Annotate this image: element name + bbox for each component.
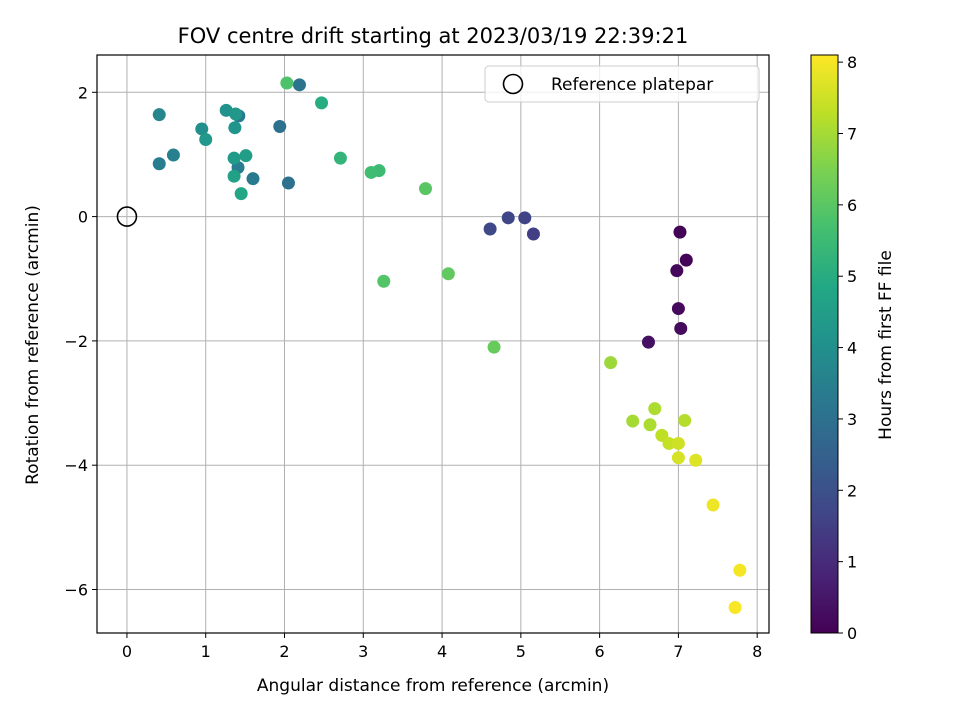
data-point — [671, 436, 685, 450]
x-tick-label: 3 — [358, 642, 368, 661]
x-axis-ticks: 0 1 2 3 4 5 6 7 8 — [122, 633, 762, 661]
data-point — [733, 563, 747, 577]
data-point — [689, 453, 703, 467]
data-point — [604, 356, 618, 370]
colorbar-tick-label: 2 — [847, 481, 857, 500]
data-point — [246, 172, 260, 186]
colorbar-label: Hours from first FF file — [876, 250, 896, 440]
data-point — [483, 222, 497, 236]
data-point — [315, 96, 329, 110]
data-point — [152, 157, 166, 171]
data-point — [377, 274, 391, 288]
data-point — [648, 402, 662, 416]
plot-background — [97, 55, 769, 633]
data-point — [671, 302, 685, 316]
data-point — [239, 149, 253, 163]
x-tick-label: 6 — [595, 642, 605, 661]
data-point — [728, 601, 742, 615]
data-point — [273, 119, 287, 133]
y-tick-label: 2 — [78, 83, 88, 102]
y-tick-label: −2 — [64, 332, 88, 351]
x-tick-label: 0 — [122, 642, 132, 661]
colorbar-tick-label: 1 — [847, 553, 857, 572]
data-point — [706, 498, 720, 512]
x-tick-label: 2 — [279, 642, 289, 661]
data-point — [195, 122, 209, 136]
y-tick-label: 0 — [78, 208, 88, 227]
reference-platepar-marker — [116, 206, 138, 227]
colorbar-tick-label: 8 — [847, 53, 857, 72]
data-point — [501, 211, 515, 225]
data-point — [166, 148, 180, 162]
colorbar-tick-label: 5 — [847, 267, 857, 286]
data-point — [674, 321, 688, 335]
y-axis-label: Rotation from reference (arcmin) — [23, 205, 43, 485]
data-point — [641, 335, 655, 349]
data-point — [487, 340, 501, 354]
data-point — [671, 451, 685, 465]
y-tick-label: −6 — [64, 580, 88, 599]
data-point — [280, 76, 294, 90]
data-point — [229, 107, 243, 121]
data-point — [626, 414, 640, 428]
data-point — [526, 227, 540, 241]
reference-marker — [116, 206, 138, 227]
data-point — [227, 151, 241, 165]
data-point — [679, 253, 693, 267]
chart-title: FOV centre drift starting at 2023/03/19 … — [178, 24, 689, 48]
data-point — [662, 436, 676, 450]
colorbar-frame — [810, 54, 839, 634]
data-point — [152, 108, 166, 122]
data-points — [152, 76, 747, 615]
data-point — [281, 176, 295, 190]
x-tick-label: 7 — [673, 642, 683, 661]
colorbar-tick-label: 6 — [847, 196, 857, 215]
colorbar-tick-label: 7 — [847, 124, 857, 143]
colorbar-tick-label: 4 — [847, 339, 857, 358]
data-point — [333, 151, 347, 165]
data-point — [441, 267, 455, 281]
data-point — [364, 165, 378, 179]
colorbar-tick-label: 0 — [847, 624, 857, 643]
data-point — [292, 78, 306, 92]
colorbar-gradient — [811, 55, 838, 633]
x-axis-label: Angular distance from reference (arcmin) — [257, 676, 609, 696]
data-point — [199, 133, 213, 147]
data-point — [234, 187, 248, 201]
plot-frame — [96, 54, 770, 634]
x-tick-label: 8 — [752, 642, 762, 661]
data-point — [670, 264, 684, 278]
x-tick-label: 1 — [201, 642, 211, 661]
legend-label: Reference platepar — [551, 75, 713, 95]
legend-marker-icon — [502, 73, 524, 95]
colorbar-tick-label: 3 — [847, 410, 857, 429]
data-point — [678, 413, 692, 427]
y-tick-label: −4 — [64, 456, 88, 475]
data-point — [419, 182, 433, 196]
colorbar-ticks: 0 1 2 3 4 5 6 7 8 — [838, 53, 857, 643]
legend-box — [484, 65, 760, 103]
data-point — [228, 121, 242, 135]
colorbar: 0 1 2 3 4 5 6 7 8 Hours from first FF file — [810, 53, 896, 643]
data-point — [518, 211, 532, 225]
data-point — [643, 418, 657, 432]
x-tick-label: 4 — [437, 642, 447, 661]
plot-area — [96, 54, 770, 634]
data-point — [673, 225, 687, 239]
legend: Reference platepar — [484, 65, 760, 103]
y-axis-ticks: −6 −4 −2 0 2 — [64, 83, 97, 599]
x-tick-label: 5 — [516, 642, 526, 661]
data-point — [227, 169, 241, 183]
